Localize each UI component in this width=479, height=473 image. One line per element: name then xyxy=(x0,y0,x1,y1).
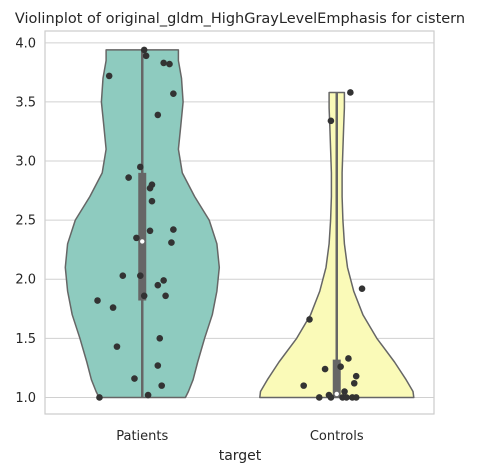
y-tick-label: 3.5 xyxy=(15,95,36,110)
y-tick-label: 2.5 xyxy=(15,214,36,229)
data-point xyxy=(158,382,165,389)
data-point xyxy=(337,363,344,371)
data-point xyxy=(144,391,152,399)
x-tick-label: Patients xyxy=(116,429,168,444)
y-tick-labels: 1.0 1.5 2.0 2.5 3.0 3.5 4.0 xyxy=(15,36,36,406)
data-point xyxy=(148,197,156,205)
data-point xyxy=(131,375,138,382)
data-point xyxy=(125,174,132,181)
x-axis-label: target xyxy=(219,448,262,464)
inner-boxes xyxy=(138,49,341,398)
data-point xyxy=(170,90,177,97)
data-point xyxy=(343,394,350,401)
y-tick-label: 1.0 xyxy=(15,391,36,406)
y-tick-label: 1.5 xyxy=(15,332,36,347)
jitter-points xyxy=(94,46,366,401)
data-point xyxy=(133,234,140,242)
data-point xyxy=(137,272,144,279)
median-marker xyxy=(140,239,145,244)
data-point xyxy=(119,272,127,279)
y-tick-label: 3.0 xyxy=(15,155,36,170)
data-point xyxy=(154,362,162,369)
data-point xyxy=(350,379,358,387)
data-point xyxy=(140,46,148,54)
data-point xyxy=(146,184,154,192)
data-point xyxy=(140,292,148,300)
data-point xyxy=(94,297,101,304)
data-point xyxy=(96,394,103,401)
data-point xyxy=(306,316,313,323)
data-point xyxy=(341,388,348,395)
data-point xyxy=(113,343,121,350)
data-point xyxy=(170,226,177,233)
iqr-box xyxy=(138,172,147,301)
data-point xyxy=(327,117,335,125)
data-point xyxy=(315,394,323,401)
data-point xyxy=(160,59,167,67)
data-point xyxy=(137,163,144,171)
data-point xyxy=(162,292,169,300)
data-point xyxy=(142,52,150,60)
data-point xyxy=(358,285,366,292)
data-point xyxy=(109,304,117,311)
data-point xyxy=(154,281,162,289)
data-point xyxy=(345,355,352,362)
data-point xyxy=(160,277,167,284)
data-point xyxy=(154,111,162,119)
data-point xyxy=(347,89,354,96)
data-point xyxy=(166,60,173,68)
median-marker xyxy=(334,391,339,397)
x-tick-label: Controls xyxy=(310,429,364,444)
y-tick-label: 2.0 xyxy=(15,273,36,288)
y-tick-label: 4.0 xyxy=(15,36,36,51)
data-point xyxy=(105,72,113,80)
iqr-box xyxy=(332,359,341,398)
data-point xyxy=(352,372,360,380)
data-point xyxy=(168,239,175,246)
x-tick-labels: Patients Controls xyxy=(116,429,364,444)
data-point xyxy=(352,394,360,401)
data-point xyxy=(156,335,164,342)
chart-title: Violinplot of original_gldm_HighGrayLeve… xyxy=(15,11,465,27)
data-point xyxy=(321,365,329,373)
data-point xyxy=(325,391,333,399)
data-point xyxy=(146,227,154,235)
data-point xyxy=(300,382,307,389)
